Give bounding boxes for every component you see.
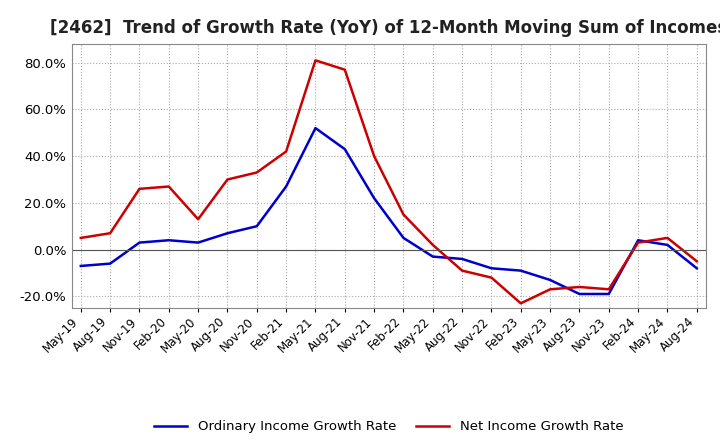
Ordinary Income Growth Rate bbox=[253, 224, 261, 229]
Net Income Growth Rate bbox=[428, 242, 437, 248]
Ordinary Income Growth Rate bbox=[223, 231, 232, 236]
Ordinary Income Growth Rate bbox=[428, 254, 437, 259]
Ordinary Income Growth Rate bbox=[487, 266, 496, 271]
Ordinary Income Growth Rate bbox=[399, 235, 408, 241]
Ordinary Income Growth Rate bbox=[663, 242, 672, 248]
Ordinary Income Growth Rate bbox=[575, 291, 584, 297]
Net Income Growth Rate bbox=[399, 212, 408, 217]
Legend: Ordinary Income Growth Rate, Net Income Growth Rate: Ordinary Income Growth Rate, Net Income … bbox=[149, 415, 629, 439]
Ordinary Income Growth Rate bbox=[516, 268, 525, 273]
Net Income Growth Rate bbox=[634, 240, 642, 245]
Title: [2462]  Trend of Growth Rate (YoY) of 12-Month Moving Sum of Incomes: [2462] Trend of Growth Rate (YoY) of 12-… bbox=[50, 19, 720, 37]
Net Income Growth Rate bbox=[575, 284, 584, 290]
Line: Net Income Growth Rate: Net Income Growth Rate bbox=[81, 60, 697, 303]
Net Income Growth Rate bbox=[693, 259, 701, 264]
Net Income Growth Rate bbox=[253, 170, 261, 175]
Ordinary Income Growth Rate bbox=[164, 238, 173, 243]
Net Income Growth Rate bbox=[516, 301, 525, 306]
Net Income Growth Rate bbox=[194, 216, 202, 222]
Net Income Growth Rate bbox=[341, 67, 349, 72]
Net Income Growth Rate bbox=[663, 235, 672, 241]
Line: Ordinary Income Growth Rate: Ordinary Income Growth Rate bbox=[81, 128, 697, 294]
Ordinary Income Growth Rate bbox=[693, 266, 701, 271]
Ordinary Income Growth Rate bbox=[194, 240, 202, 245]
Net Income Growth Rate bbox=[458, 268, 467, 273]
Net Income Growth Rate bbox=[282, 149, 290, 154]
Ordinary Income Growth Rate bbox=[370, 195, 379, 201]
Net Income Growth Rate bbox=[487, 275, 496, 280]
Ordinary Income Growth Rate bbox=[282, 184, 290, 189]
Net Income Growth Rate bbox=[546, 287, 554, 292]
Ordinary Income Growth Rate bbox=[605, 291, 613, 297]
Net Income Growth Rate bbox=[370, 154, 379, 159]
Ordinary Income Growth Rate bbox=[458, 256, 467, 261]
Net Income Growth Rate bbox=[164, 184, 173, 189]
Net Income Growth Rate bbox=[135, 186, 144, 191]
Ordinary Income Growth Rate bbox=[76, 263, 85, 268]
Ordinary Income Growth Rate bbox=[634, 238, 642, 243]
Ordinary Income Growth Rate bbox=[341, 147, 349, 152]
Net Income Growth Rate bbox=[76, 235, 85, 241]
Ordinary Income Growth Rate bbox=[135, 240, 144, 245]
Ordinary Income Growth Rate bbox=[106, 261, 114, 266]
Net Income Growth Rate bbox=[106, 231, 114, 236]
Net Income Growth Rate bbox=[223, 177, 232, 182]
Net Income Growth Rate bbox=[605, 287, 613, 292]
Ordinary Income Growth Rate bbox=[311, 125, 320, 131]
Ordinary Income Growth Rate bbox=[546, 277, 554, 282]
Net Income Growth Rate bbox=[311, 58, 320, 63]
